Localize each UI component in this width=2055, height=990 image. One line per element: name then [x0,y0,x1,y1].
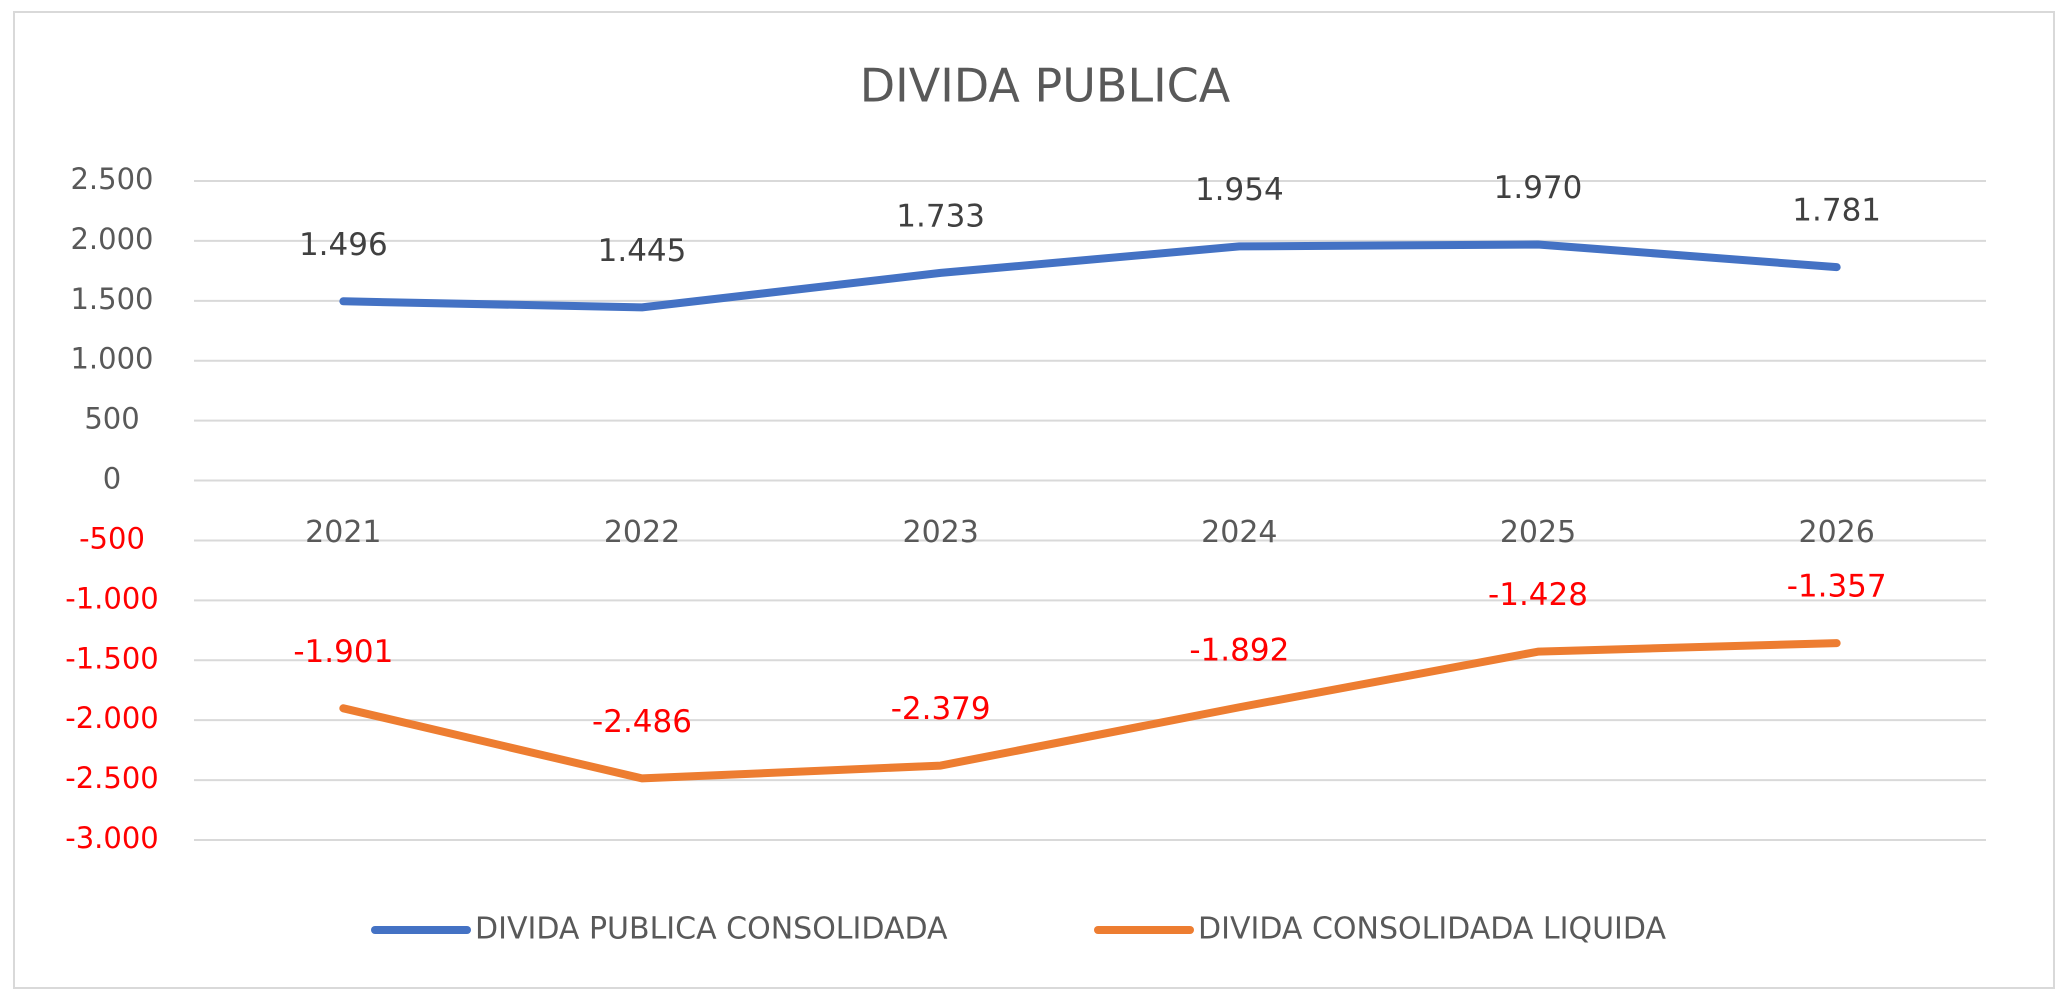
y-tick-label: 0 [103,462,121,496]
chart-title: DIVIDA PUBLICA [860,59,1231,113]
legend-label: DIVIDA CONSOLIDADA LIQUIDA [1198,912,1666,947]
line-series [339,639,1841,783]
data-label: -2.486 [592,704,692,740]
data-label: 1.954 [1195,172,1284,208]
data-label: -1.901 [293,634,393,670]
data-label: 1.781 [1792,193,1881,229]
data-label: -1.428 [1488,577,1588,613]
y-tick-label: -3.000 [65,821,159,855]
y-tick-label: -1.500 [65,641,159,675]
y-tick-label: 1.500 [70,282,153,316]
y-tick-label: 1.000 [70,342,153,376]
x-tick-label: 2026 [1798,515,1874,550]
y-tick-label: -2.000 [65,701,159,735]
x-tick-label: 2021 [305,515,381,550]
data-label: -1.892 [1189,633,1289,669]
x-tick-label: 2023 [902,515,978,550]
data-label: 1.496 [299,227,388,263]
y-tick-label: -500 [79,521,145,555]
x-tick-label: 2025 [1500,515,1576,550]
data-label: -2.379 [891,691,991,727]
y-tick-label: -2.500 [65,761,159,795]
x-tick-label: 2024 [1201,515,1277,550]
y-tick-label: 2.500 [70,162,153,196]
legend-label: DIVIDA PUBLICA CONSOLIDADA [475,912,948,947]
data-label: -1.357 [1787,569,1887,605]
x-tick-label: 2022 [604,515,680,550]
data-label: 1.445 [598,233,687,269]
y-tick-label: -1.000 [65,581,159,615]
data-label: 1.733 [896,198,985,234]
line-series [339,240,1841,312]
data-label: 1.970 [1494,170,1583,206]
y-tick-label: 2.000 [70,222,153,256]
y-tick-label: 500 [84,402,139,436]
chart-frame [13,11,2055,989]
